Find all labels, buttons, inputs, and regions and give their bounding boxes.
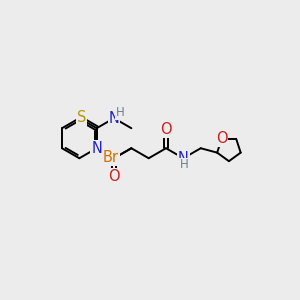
Text: O: O [108, 169, 120, 184]
Text: N: N [91, 141, 102, 156]
Text: N: N [178, 151, 189, 166]
Text: O: O [160, 122, 172, 137]
Text: H: H [180, 158, 188, 171]
Text: S: S [77, 110, 86, 125]
Text: O: O [216, 131, 227, 146]
Text: H: H [116, 106, 124, 119]
Text: Br: Br [103, 150, 119, 165]
Text: N: N [109, 111, 119, 126]
